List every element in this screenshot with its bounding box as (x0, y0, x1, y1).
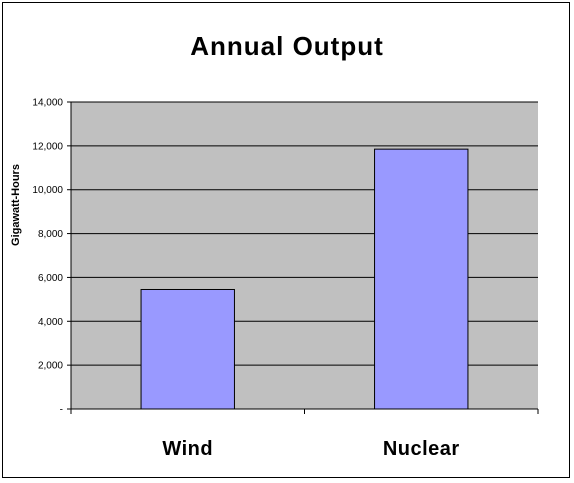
y-tick-label: 4,000 (38, 317, 63, 328)
x-category-labels: Wind Nuclear (162, 438, 459, 460)
y-tick-label: 6,000 (38, 273, 63, 284)
y-tick-label: 12,000 (32, 141, 63, 152)
chart-title: Annual Output (190, 31, 384, 61)
axes (67, 101, 539, 414)
y-tick-label: 10,000 (32, 185, 63, 196)
bar-nuclear (374, 148, 469, 410)
x-category-label: Nuclear (383, 438, 460, 460)
y-tick-label: 14,000 (32, 98, 63, 109)
x-category-label: Wind (162, 438, 213, 460)
y-tick-label: 2,000 (38, 361, 63, 372)
y-axis-label: Gigawatt-Hours (10, 164, 22, 246)
y-tick-labels: - 2,000 4,000 6,000 8,000 10,000 12,000 14,000 (32, 98, 63, 416)
y-tick-label: - (60, 405, 63, 416)
bar-wind (140, 288, 235, 410)
y-tick-label: 8,000 (38, 229, 63, 240)
